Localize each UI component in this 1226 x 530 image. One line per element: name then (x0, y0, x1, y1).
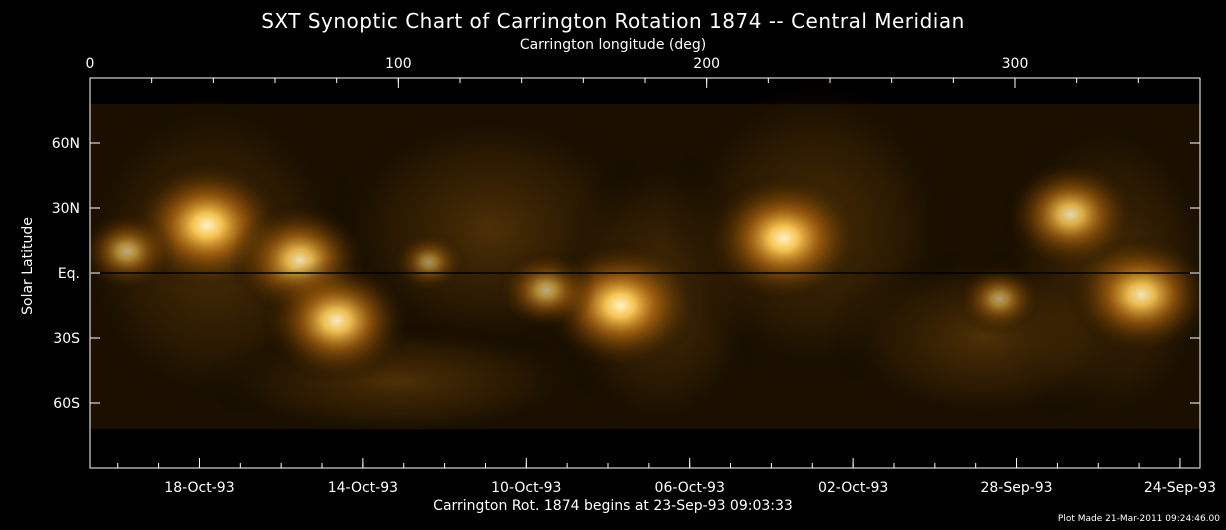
top-tick-label: 100 (385, 56, 412, 72)
top-axis-label: Carrington longitude (deg) (519, 37, 707, 53)
bottom-axis-label: Carrington Rot. 1874 begins at 23-Sep-93… (433, 498, 793, 514)
y-tick-label: 60S (53, 396, 80, 412)
y-tick-label: Eq. (58, 266, 80, 282)
top-tick-label: 200 (693, 56, 720, 72)
plot-made-timestamp: Plot Made 21-Mar-2011 09:24:46.00 (1057, 514, 1220, 524)
active-region (496, 249, 597, 332)
top-tick-label: 0 (86, 56, 95, 72)
y-tick-label: 30S (53, 331, 80, 347)
active-region (90, 210, 177, 293)
y-tick-label: 60N (52, 136, 80, 152)
active-region (1067, 233, 1200, 356)
chart-title: SXT Synoptic Chart of Carrington Rotatio… (261, 9, 965, 33)
active-region (703, 172, 864, 305)
bottom-tick-label: 28-Sep-93 (980, 480, 1052, 496)
bottom-tick-label: 06-Oct-93 (655, 480, 725, 496)
active-region (955, 263, 1044, 335)
top-tick-label: 300 (1002, 56, 1029, 72)
active-region (391, 231, 468, 294)
coronal-haze-region (824, 248, 1145, 428)
bottom-tick-label: 10-Oct-93 (491, 480, 561, 496)
bottom-tick-label: 14-Oct-93 (328, 480, 398, 496)
coronal-image (90, 78, 1200, 445)
bottom-tick-label: 02-Oct-93 (818, 480, 888, 496)
bottom-tick-label: 24-Sep-93 (1144, 480, 1216, 496)
y-tick-label: 30N (52, 201, 80, 217)
active-region (259, 257, 414, 385)
bottom-tick-label: 18-Oct-93 (164, 480, 234, 496)
